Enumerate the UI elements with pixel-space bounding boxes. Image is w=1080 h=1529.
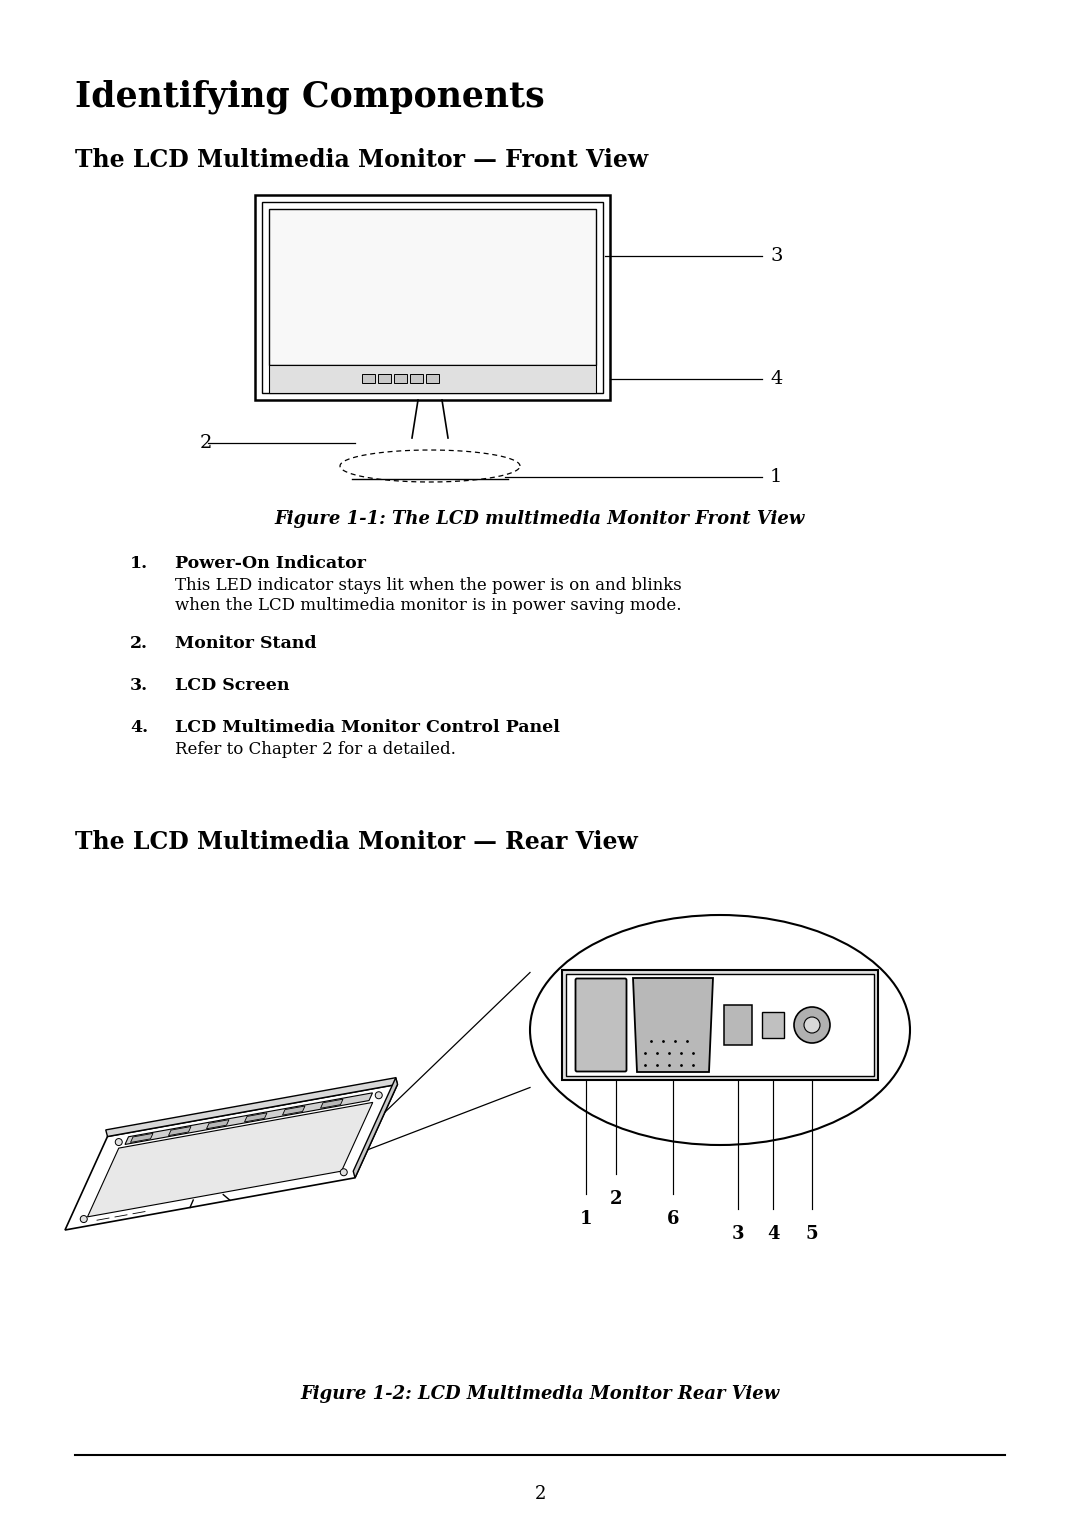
Polygon shape <box>244 1113 267 1122</box>
Polygon shape <box>353 1078 397 1177</box>
Bar <box>410 375 423 382</box>
Text: 4: 4 <box>770 370 782 388</box>
Circle shape <box>375 1092 382 1099</box>
Text: LCD Multimedia Monitor Control Panel: LCD Multimedia Monitor Control Panel <box>175 719 559 735</box>
Polygon shape <box>87 1102 373 1217</box>
Bar <box>269 365 596 393</box>
Circle shape <box>804 1017 820 1034</box>
Bar <box>724 1005 752 1044</box>
FancyBboxPatch shape <box>576 979 626 1072</box>
Text: 1: 1 <box>770 468 782 486</box>
Bar <box>566 974 874 1076</box>
Polygon shape <box>206 1119 229 1128</box>
Text: LCD Screen: LCD Screen <box>175 677 289 694</box>
Text: when the LCD multimedia monitor is in power saving mode.: when the LCD multimedia monitor is in po… <box>175 596 681 615</box>
Bar <box>762 1012 784 1038</box>
Text: Monitor Stand: Monitor Stand <box>175 635 316 651</box>
Text: 2: 2 <box>610 1190 622 1208</box>
Bar <box>362 375 375 382</box>
Bar <box>562 969 878 1079</box>
Bar <box>394 375 407 382</box>
Text: The LCD Multimedia Monitor — Front View: The LCD Multimedia Monitor — Front View <box>75 148 648 171</box>
Text: 2: 2 <box>200 434 213 453</box>
Circle shape <box>340 1168 348 1176</box>
Ellipse shape <box>530 914 910 1145</box>
Text: Identifying Components: Identifying Components <box>75 80 544 115</box>
Text: Refer to Chapter 2 for a detailed.: Refer to Chapter 2 for a detailed. <box>175 742 456 758</box>
Text: 1.: 1. <box>130 555 148 572</box>
Circle shape <box>794 1008 831 1043</box>
Bar <box>262 202 603 393</box>
Text: Power-On Indicator: Power-On Indicator <box>175 555 366 572</box>
Polygon shape <box>321 1099 343 1109</box>
Text: This LED indicator stays lit when the power is on and blinks: This LED indicator stays lit when the po… <box>175 576 681 593</box>
Polygon shape <box>125 1093 373 1145</box>
Circle shape <box>80 1216 87 1223</box>
Text: Figure 1-2: LCD Multimedia Monitor Rear View: Figure 1-2: LCD Multimedia Monitor Rear … <box>300 1385 780 1404</box>
Bar <box>269 209 596 365</box>
Text: 2.: 2. <box>130 635 148 651</box>
Text: 2: 2 <box>535 1485 545 1503</box>
Text: 5: 5 <box>806 1225 819 1243</box>
Text: 1: 1 <box>580 1209 592 1228</box>
Bar <box>255 196 610 401</box>
Polygon shape <box>168 1127 191 1136</box>
Text: 6: 6 <box>666 1209 679 1228</box>
Text: 4.: 4. <box>130 719 148 735</box>
Polygon shape <box>131 1133 153 1142</box>
Polygon shape <box>106 1078 397 1136</box>
Polygon shape <box>283 1105 305 1115</box>
Text: 3: 3 <box>770 246 783 265</box>
Polygon shape <box>633 979 713 1072</box>
Circle shape <box>116 1139 122 1145</box>
Text: Figure 1-1: The LCD multimedia Monitor Front View: Figure 1-1: The LCD multimedia Monitor F… <box>274 511 806 528</box>
Text: 4: 4 <box>767 1225 780 1243</box>
Text: 3: 3 <box>732 1225 744 1243</box>
Text: The LCD Multimedia Monitor — Rear View: The LCD Multimedia Monitor — Rear View <box>75 830 638 855</box>
Bar <box>426 375 438 382</box>
Bar <box>378 375 391 382</box>
Text: 3.: 3. <box>130 677 148 694</box>
Polygon shape <box>65 1084 397 1229</box>
